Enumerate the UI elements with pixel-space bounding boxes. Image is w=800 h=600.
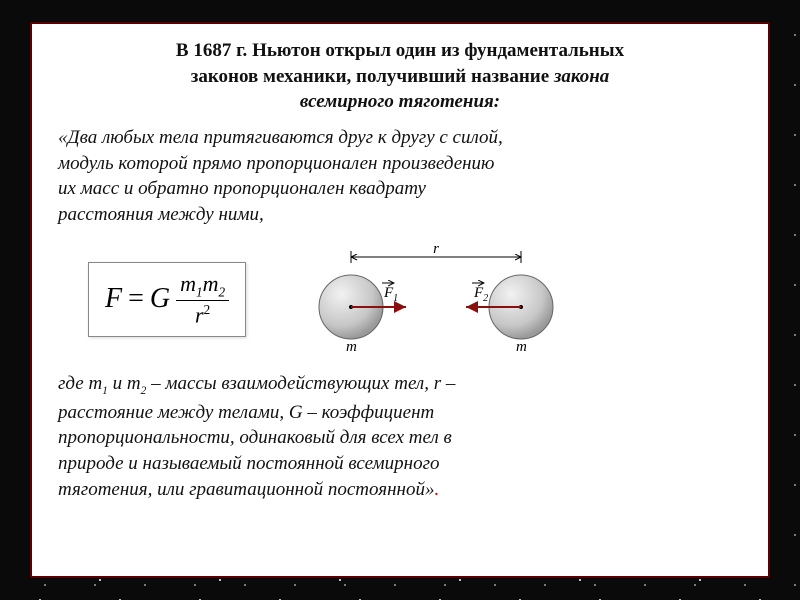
formula-r: r (195, 302, 204, 327)
content-frame: В 1687 г. Ньютон открыл один из фундамен… (30, 22, 770, 578)
intro-text: В 1687 г. Ньютон открыл один из фундамен… (58, 38, 742, 115)
exp-3: пропорциональности, одинаковый для всех … (58, 427, 452, 448)
exp-1a: где m (58, 373, 102, 394)
formula-box: F = G m1m2 r2 (88, 262, 246, 338)
exp-5: тяготения, или гравитационной постоянной… (58, 479, 434, 500)
m2-label: m (516, 339, 527, 355)
quote-l4: расстояния между ними, (58, 204, 264, 225)
formula-m1-sub: 1 (196, 284, 203, 299)
exp-2: расстояние между телами, G – коэффициент (58, 402, 434, 423)
F2-label: F2 (473, 285, 488, 304)
exp-1b: и m (108, 373, 141, 394)
law-name-1: закона (554, 66, 609, 87)
figure-row: F = G m1m2 r2 (58, 239, 742, 359)
formula-numerator: m1m2 (176, 273, 229, 302)
formula-F: F (105, 283, 122, 315)
quote-l3: их масс и обратно пропорционален квадрат… (58, 178, 426, 199)
formula-denominator: r2 (195, 301, 210, 326)
exp-1c: – массы взаимодействующих тел, r – (146, 373, 455, 394)
quote-l2: модуль которой прямо пропорционален прои… (58, 153, 494, 174)
formula-fraction: m1m2 r2 (176, 273, 229, 327)
formula-m2-sub: 2 (219, 284, 226, 299)
quote-l1: «Два любых тела притягиваются друг к дру… (58, 127, 503, 148)
two-body-diagram: r F1 F2 m m (306, 239, 566, 359)
formula-r-sup: 2 (204, 302, 211, 317)
diagram-svg: r F1 F2 m m (306, 239, 566, 359)
exp-4: природе и называемый постоянной всемирно… (58, 453, 440, 474)
law-name-2: всемирного тяготения: (300, 91, 500, 112)
m1-label: m (346, 339, 357, 355)
F1-label: F1 (383, 285, 398, 304)
exp-tail: . (434, 479, 439, 500)
explanation-text: где m1 и m2 – массы взаимодействующих те… (58, 371, 742, 502)
gravitation-formula: F = G m1m2 r2 (105, 273, 229, 327)
formula-m1: m (180, 271, 196, 296)
r-label: r (433, 241, 439, 257)
intro-rest2: законов механики, получивший название (191, 66, 554, 87)
formula-m2: m (203, 271, 219, 296)
formula-G: G (150, 283, 170, 315)
law-quote: «Два любых тела притягиваются друг к дру… (58, 125, 742, 228)
intro-year: В 1687 г. (176, 40, 247, 61)
intro-rest1: Ньютон открыл один из фундаментальных (247, 40, 624, 61)
formula-eq: = (128, 283, 144, 315)
